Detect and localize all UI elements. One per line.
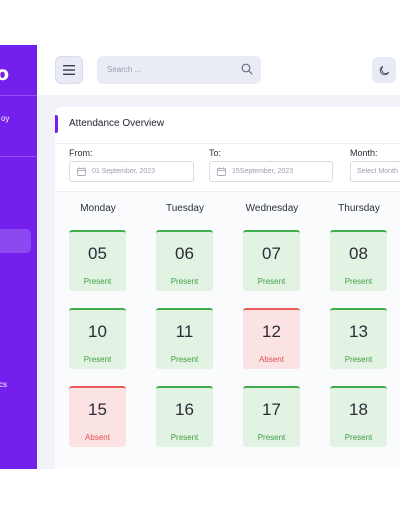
attendance-day-tile[interactable]: 12 Absent — [243, 308, 300, 369]
weekday-header-thursday: Thursday — [338, 203, 380, 214]
day-number: 13 — [349, 322, 368, 341]
day-number: 06 — [175, 244, 194, 263]
sidebar-brand-text: oy — [1, 114, 10, 123]
day-number: 18 — [349, 400, 368, 419]
sidebar-divider — [0, 156, 37, 157]
attendance-day-tile[interactable]: 18 Present — [330, 386, 387, 447]
calendar-icon — [77, 167, 86, 176]
attendance-day-tile[interactable]: 11 Present — [156, 308, 213, 369]
attendance-day-tile[interactable]: 15 Absent — [69, 386, 126, 447]
attendance-calendar: Monday Tuesday Wednesday Thursday 05 Pre… — [55, 191, 400, 469]
attendance-status: Present — [83, 355, 112, 364]
sidebar-divider — [0, 95, 37, 96]
attendance-status: Present — [170, 433, 199, 442]
day-number: 08 — [349, 244, 368, 263]
day-number: 12 — [262, 322, 281, 341]
day-number: 17 — [262, 400, 281, 419]
top-bar: Search ... — [37, 45, 400, 95]
attendance-status: Present — [344, 277, 373, 286]
weekday-header-wednesday: Wednesday — [245, 203, 299, 214]
month-select-value: Select Month — [357, 168, 398, 175]
month-label: Month: — [350, 148, 378, 158]
attendance-day-tile[interactable]: 17 Present — [243, 386, 300, 447]
attendance-day-tile[interactable]: 10 Present — [69, 308, 126, 369]
sidebar-item-analytics[interactable]: cs — [0, 380, 7, 389]
attendance-status: Present — [170, 277, 199, 286]
day-number: 11 — [175, 322, 194, 341]
from-date-field[interactable]: 01 September, 2023 — [69, 161, 194, 182]
attendance-status: Present — [344, 355, 373, 364]
attendance-day-tile[interactable]: 06 Present — [156, 230, 213, 291]
card-title: Attendance Overview — [69, 118, 165, 129]
month-select[interactable]: Select Month — [350, 161, 400, 182]
day-number: 15 — [88, 400, 107, 419]
sidebar: o oy cs — [0, 45, 37, 469]
attendance-status: Present — [170, 355, 199, 364]
app-logo: o — [0, 63, 10, 85]
moon-icon — [379, 65, 389, 75]
attendance-status: Absent — [259, 355, 284, 364]
title-accent-bar — [55, 115, 58, 133]
search-icon[interactable] — [241, 63, 253, 75]
day-number: 16 — [175, 400, 194, 419]
from-date-value: 01 September, 2023 — [92, 168, 156, 175]
attendance-status: Present — [344, 433, 373, 442]
day-number: 07 — [262, 244, 281, 263]
attendance-overview-card: Attendance Overview From: 01 September, … — [55, 107, 400, 469]
search-box[interactable]: Search ... — [97, 56, 261, 84]
attendance-day-tile[interactable]: 07 Present — [243, 230, 300, 291]
attendance-status: Absent — [85, 433, 110, 442]
attendance-day-tile[interactable]: 13 Present — [330, 308, 387, 369]
to-label: To: — [209, 148, 222, 158]
to-date-field[interactable]: 15September, 2023 — [209, 161, 333, 182]
to-date-value: 15September, 2023 — [232, 168, 294, 175]
attendance-day-tile[interactable]: 08 Present — [330, 230, 387, 291]
day-number: 10 — [88, 322, 107, 341]
weekday-header-monday: Monday — [80, 203, 116, 214]
attendance-status: Present — [257, 277, 286, 286]
weekday-header-tuesday: Tuesday — [166, 203, 204, 214]
attendance-status: Present — [257, 433, 286, 442]
attendance-status: Present — [83, 277, 112, 286]
attendance-day-tile[interactable]: 16 Present — [156, 386, 213, 447]
search-input[interactable]: Search ... — [107, 65, 142, 74]
from-label: From: — [69, 148, 93, 158]
calendar-icon — [217, 167, 226, 176]
hamburger-icon — [63, 65, 75, 75]
card-divider — [55, 143, 400, 144]
theme-toggle-button[interactable] — [372, 57, 396, 83]
app-window: o oy cs Search ... Att — [0, 45, 400, 469]
day-number: 05 — [88, 244, 107, 263]
menu-toggle-button[interactable] — [55, 56, 83, 84]
attendance-day-tile[interactable]: 05 Present — [69, 230, 126, 291]
sidebar-item-active[interactable] — [0, 229, 31, 253]
